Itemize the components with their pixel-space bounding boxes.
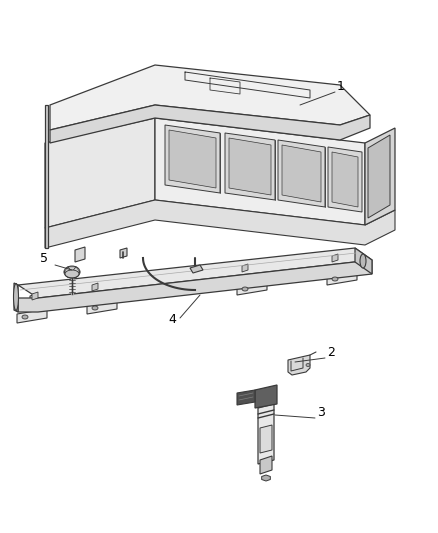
Polygon shape [64, 267, 72, 272]
Polygon shape [332, 152, 358, 207]
Polygon shape [261, 475, 270, 481]
Polygon shape [288, 355, 310, 375]
Polygon shape [365, 128, 395, 225]
Polygon shape [327, 271, 357, 285]
Text: 3: 3 [317, 406, 325, 419]
Polygon shape [330, 255, 340, 276]
Polygon shape [72, 267, 80, 272]
Polygon shape [282, 145, 321, 202]
Polygon shape [87, 300, 117, 314]
Text: 4: 4 [168, 313, 176, 326]
Ellipse shape [306, 364, 310, 367]
Polygon shape [32, 292, 38, 300]
Polygon shape [260, 425, 272, 453]
Polygon shape [68, 267, 76, 272]
Polygon shape [242, 264, 248, 272]
Polygon shape [45, 200, 395, 248]
Polygon shape [255, 385, 277, 408]
Polygon shape [45, 118, 155, 228]
Polygon shape [75, 247, 85, 262]
Polygon shape [14, 283, 18, 312]
Text: 2: 2 [327, 346, 335, 359]
Text: 5: 5 [40, 252, 48, 265]
Polygon shape [169, 130, 216, 188]
Polygon shape [240, 265, 250, 286]
Polygon shape [237, 281, 267, 295]
Polygon shape [332, 254, 338, 262]
Ellipse shape [242, 287, 248, 291]
Polygon shape [72, 272, 80, 277]
Polygon shape [45, 105, 48, 248]
Polygon shape [50, 105, 370, 143]
Ellipse shape [65, 270, 79, 278]
Polygon shape [258, 404, 274, 464]
Polygon shape [18, 260, 372, 312]
Polygon shape [18, 248, 372, 298]
Polygon shape [237, 390, 255, 405]
Polygon shape [190, 265, 203, 273]
Polygon shape [64, 272, 72, 277]
Polygon shape [92, 283, 98, 291]
Polygon shape [50, 65, 370, 130]
Polygon shape [229, 138, 271, 195]
Polygon shape [260, 456, 272, 474]
Polygon shape [155, 118, 365, 225]
Ellipse shape [92, 306, 98, 310]
Polygon shape [120, 248, 127, 258]
Polygon shape [68, 272, 76, 277]
Ellipse shape [14, 284, 18, 311]
Polygon shape [278, 140, 325, 207]
Polygon shape [368, 135, 390, 218]
Ellipse shape [332, 277, 338, 281]
Polygon shape [355, 248, 372, 274]
Ellipse shape [360, 254, 366, 268]
Polygon shape [30, 293, 40, 314]
Text: 1: 1 [337, 80, 345, 93]
Polygon shape [90, 284, 100, 305]
Polygon shape [225, 133, 275, 200]
Polygon shape [328, 147, 362, 212]
Polygon shape [17, 309, 47, 323]
Polygon shape [165, 125, 220, 193]
Ellipse shape [22, 315, 28, 319]
